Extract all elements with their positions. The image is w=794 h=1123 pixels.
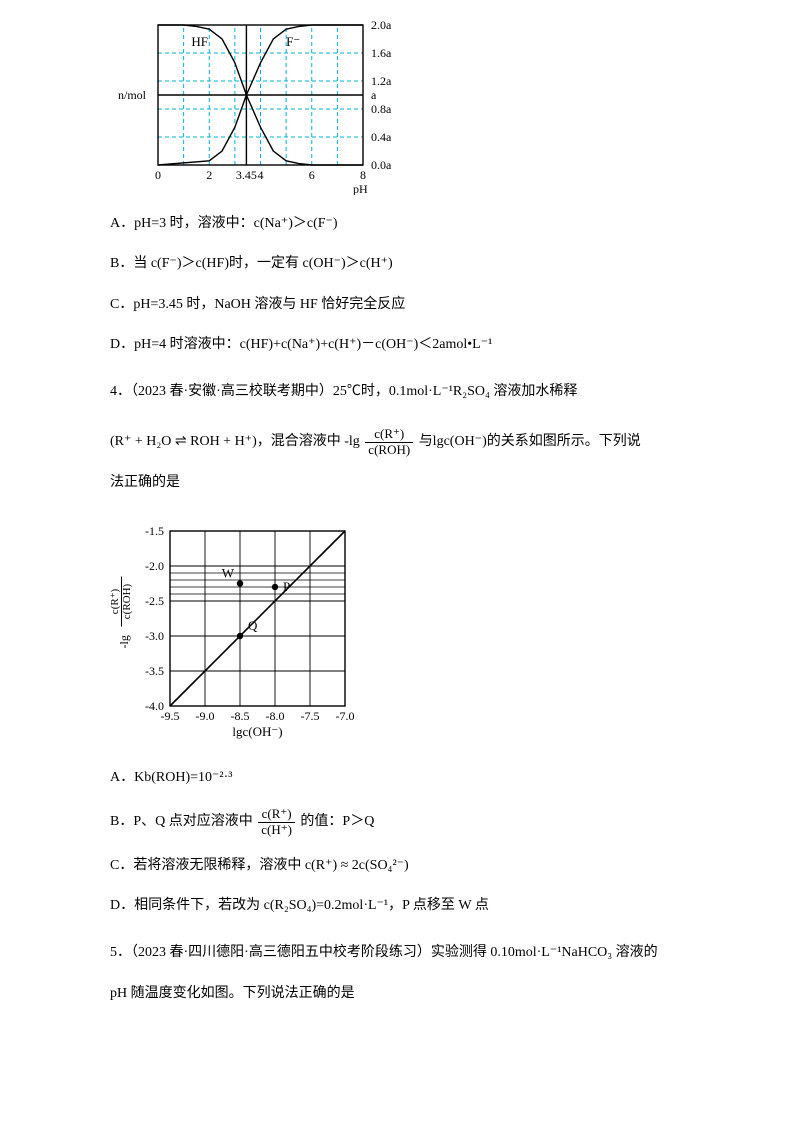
svg-text:0.0a: 0.0a: [371, 158, 392, 172]
q4-intro-line1: 4．（2023 春·安徽·高三校联考期中）25℃时，0.1mol·L⁻¹R₂SO…: [110, 377, 684, 408]
svg-text:-3.5: -3.5: [145, 664, 164, 678]
q4-option-c: C．若将溶液无限稀释，溶液中 c(R⁺) ≈ 2c(SO₄²⁻): [110, 855, 684, 877]
q4-frac1: c(R⁺) c(ROH): [365, 427, 413, 457]
q4-b-post: 的值：P＞Q: [300, 814, 374, 829]
svg-text:-2.5: -2.5: [145, 594, 164, 608]
q3-option-a: A．pH=3 时，溶液中：c(Na⁺)＞c(F⁻): [110, 213, 684, 235]
q4-b-frac: c(R⁺) c(H⁺): [258, 807, 295, 837]
chart-lg: WPQ-9.5-9.0-8.5-8.0-7.5-7.0-4.0-3.5-3.0-…: [110, 519, 684, 749]
svg-text:-2.0: -2.0: [145, 559, 164, 573]
svg-text:1.2a: 1.2a: [371, 74, 392, 88]
svg-text:F⁻: F⁻: [286, 34, 300, 49]
q4-b-num: c(R⁺): [258, 807, 295, 822]
q4-option-b: B．P、Q 点对应溶液中 c(R⁺) c(H⁺) 的值：P＞Q: [110, 807, 684, 837]
chart-hf-f: 0 2 4 6 8 3.45 0.0a 0.4a 0.8a 1.2a 1.6a 2.0a a pH n/mo…: [110, 15, 684, 195]
svg-text:-8.0: -8.0: [266, 709, 285, 723]
q3-option-b: B．当 c(F⁻)＞c(HF)时，一定有 c(OH⁻)＞c(H⁺): [110, 253, 684, 275]
svg-text:2.0a: 2.0a: [371, 18, 392, 32]
svg-text:4: 4: [258, 168, 264, 182]
svg-text:6: 6: [309, 168, 315, 182]
svg-text:W: W: [222, 565, 235, 580]
svg-text:-8.5: -8.5: [231, 709, 250, 723]
q4-b-pre: B．P、Q 点对应溶液中: [110, 814, 253, 829]
svg-text:-lg: -lg: [117, 635, 131, 648]
q4-option-a: A．Kb(ROH)=10⁻²·³: [110, 767, 684, 789]
svg-text:2: 2: [206, 168, 212, 182]
svg-text:-4.0: -4.0: [145, 699, 164, 713]
svg-text:0.8a: 0.8a: [371, 102, 392, 116]
svg-text:pH: pH: [353, 182, 368, 195]
q4-frac1-num: c(R⁺): [365, 427, 413, 442]
q4-intro-mid: 与lgc(OH⁻)的关系如图所示。下列说: [419, 434, 641, 449]
q5-line2: pH 随温度变化如图。下列说法正确的是: [110, 979, 684, 1010]
q4-frac1-den: c(ROH): [365, 443, 413, 457]
q3-option-d: D．pH=4 时溶液中：c(HF)+c(Na⁺)+c(H⁺)－c(OH⁻)＜2a…: [110, 334, 684, 356]
svg-text:8: 8: [360, 168, 366, 182]
svg-text:-7.0: -7.0: [336, 709, 355, 723]
q4-intro-pre: (R⁺ + H₂O ⇌ ROH + H⁺)，混合溶液中 -lg: [110, 434, 360, 449]
q4-intro-line3: 法正确的是: [110, 468, 684, 499]
q5-line1: 5．（2023 春·四川德阳·高三德阳五中校考阶段练习）实验测得 0.10mol…: [110, 938, 684, 969]
svg-text:0: 0: [155, 168, 161, 182]
svg-text:-9.0: -9.0: [196, 709, 215, 723]
q4-b-den: c(H⁺): [258, 823, 295, 837]
svg-text:P: P: [283, 579, 290, 594]
q4-option-d: D．相同条件下，若改为 c(R₂SO₄)=0.2mol·L⁻¹，P 点移至 W …: [110, 895, 684, 917]
svg-text:a: a: [371, 88, 377, 102]
svg-text:1.6a: 1.6a: [371, 46, 392, 60]
svg-text:n/mol: n/mol: [118, 88, 147, 102]
svg-text:lgc(OH⁻): lgc(OH⁻): [232, 724, 282, 739]
svg-text:-7.5: -7.5: [301, 709, 320, 723]
svg-text:3.45: 3.45: [236, 168, 257, 182]
svg-text:Q: Q: [248, 618, 258, 633]
svg-text:0.4a: 0.4a: [371, 130, 392, 144]
q4-intro-line2: (R⁺ + H₂O ⇌ ROH + H⁺)，混合溶液中 -lg c(R⁺) c(…: [110, 427, 684, 458]
svg-text:HF: HF: [191, 34, 208, 49]
svg-text:-1.5: -1.5: [145, 524, 164, 538]
svg-text:-3.0: -3.0: [145, 629, 164, 643]
q3-option-c: C．pH=3.45 时，NaOH 溶液与 HF 恰好完全反应: [110, 294, 684, 316]
